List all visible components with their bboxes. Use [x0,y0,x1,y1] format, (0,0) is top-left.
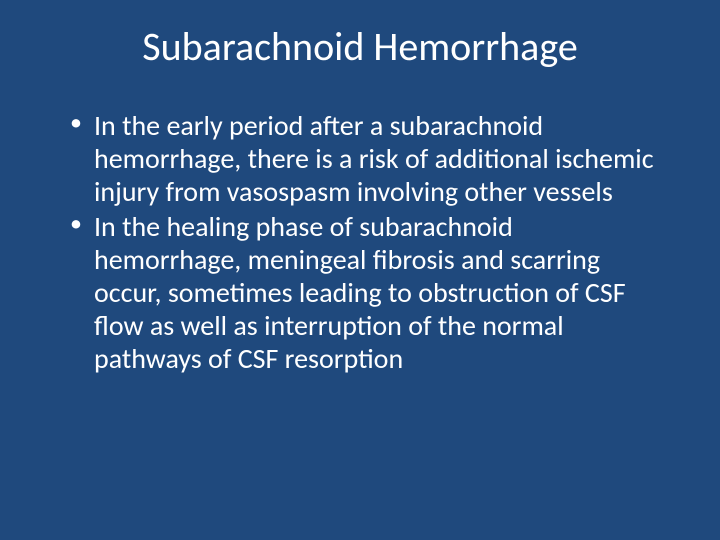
bullet-item: In the healing phase of subarachnoid hem… [68,210,660,375]
bullet-item: In the early period after a subarachnoid… [68,109,660,208]
slide-title: Subarachnoid Hemorrhage [0,22,720,71]
slide-content: In the early period after a subarachnoid… [0,109,720,377]
slide: Subarachnoid Hemorrhage In the early per… [0,0,720,540]
bullet-list: In the early period after a subarachnoid… [68,109,660,375]
